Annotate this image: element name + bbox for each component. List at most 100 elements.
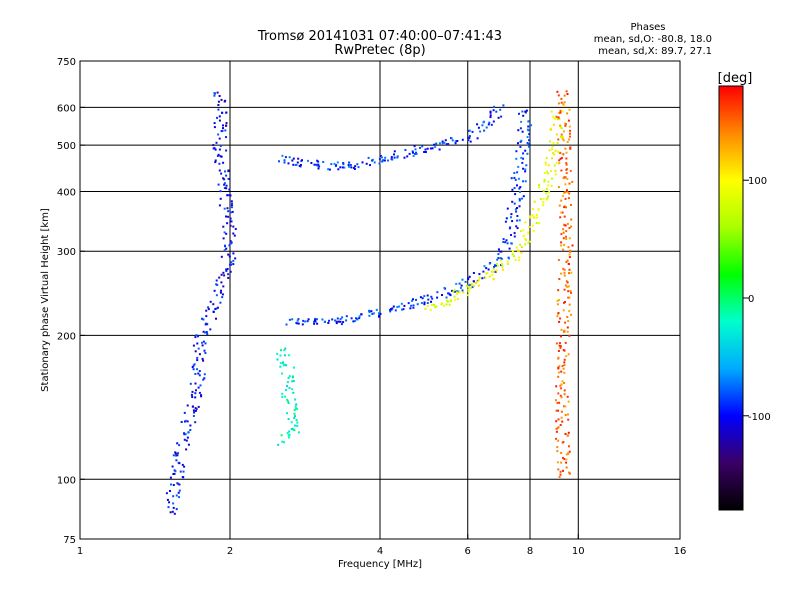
data-point <box>298 431 300 434</box>
data-point <box>415 151 417 154</box>
data-point <box>492 271 495 273</box>
data-point <box>279 362 282 365</box>
data-point <box>192 409 195 412</box>
data-point <box>170 483 172 486</box>
data-point <box>485 272 488 275</box>
data-point <box>285 389 288 391</box>
data-point <box>193 411 196 414</box>
data-point <box>559 109 562 112</box>
data-point <box>499 108 502 111</box>
data-point <box>414 148 417 151</box>
data-point <box>371 159 373 162</box>
data-point <box>474 282 477 285</box>
data-point <box>292 163 295 166</box>
data-point <box>511 200 514 203</box>
data-point <box>557 186 560 189</box>
data-point <box>566 93 569 95</box>
data-point <box>483 129 486 132</box>
data-point <box>510 216 512 219</box>
data-point <box>563 405 565 408</box>
data-point <box>451 289 453 292</box>
data-point <box>295 403 298 406</box>
data-point <box>522 195 525 198</box>
data-point <box>565 151 568 154</box>
data-point <box>563 94 566 97</box>
data-point <box>550 170 552 173</box>
data-point <box>226 207 229 210</box>
data-point <box>552 115 555 118</box>
data-point <box>568 253 571 256</box>
data-point <box>353 168 356 170</box>
data-point <box>566 112 569 115</box>
stats-heading: Phases <box>630 22 665 33</box>
data-point <box>569 169 572 172</box>
data-point <box>225 174 228 177</box>
data-point <box>231 210 234 213</box>
data-point <box>495 263 498 265</box>
data-point <box>321 318 324 321</box>
data-point <box>489 114 492 117</box>
data-point <box>230 261 233 264</box>
data-point <box>519 243 522 246</box>
data-point <box>355 317 358 320</box>
data-point <box>478 279 481 281</box>
data-point <box>193 363 196 366</box>
data-point <box>564 176 567 179</box>
data-point <box>434 306 436 309</box>
data-point <box>287 162 290 165</box>
data-point <box>335 322 338 325</box>
data-point <box>292 157 295 160</box>
data-point <box>185 448 188 451</box>
data-point <box>223 231 226 234</box>
data-point <box>568 303 571 306</box>
data-point <box>568 182 571 185</box>
data-point <box>556 303 559 306</box>
data-point <box>224 170 226 173</box>
data-point <box>195 334 198 337</box>
data-point <box>224 244 226 247</box>
data-point <box>488 121 491 124</box>
data-point <box>557 357 560 360</box>
data-point <box>526 136 529 138</box>
data-point <box>515 210 518 213</box>
data-point <box>469 283 472 286</box>
data-point <box>228 188 231 191</box>
data-point <box>468 136 471 139</box>
data-point <box>229 240 232 243</box>
data-point <box>392 305 395 308</box>
data-point <box>569 147 572 150</box>
data-point <box>563 268 566 271</box>
data-point <box>287 402 290 404</box>
data-point <box>514 208 517 211</box>
data-point <box>191 405 194 408</box>
data-point <box>467 284 470 287</box>
data-point <box>570 313 572 316</box>
data-point <box>177 482 180 485</box>
data-point <box>445 143 448 146</box>
data-point <box>435 142 438 145</box>
data-point <box>175 494 178 497</box>
data-point <box>558 475 561 478</box>
data-point <box>518 112 520 115</box>
data-point <box>449 300 452 303</box>
data-point <box>564 321 567 324</box>
data-point <box>279 354 282 357</box>
data-point <box>564 341 567 344</box>
data-point <box>516 184 518 187</box>
data-point <box>564 197 567 200</box>
data-point <box>378 312 380 315</box>
data-point <box>393 150 396 153</box>
data-point <box>487 268 490 271</box>
data-point <box>186 420 189 423</box>
data-point <box>217 133 220 136</box>
data-point <box>556 401 559 404</box>
data-point <box>191 396 194 398</box>
data-point <box>213 147 216 150</box>
data-point <box>233 234 236 237</box>
data-point <box>184 433 187 436</box>
data-point <box>217 183 220 186</box>
data-point <box>456 290 459 293</box>
data-point <box>194 336 197 339</box>
data-point <box>522 167 525 170</box>
data-point <box>497 253 500 256</box>
